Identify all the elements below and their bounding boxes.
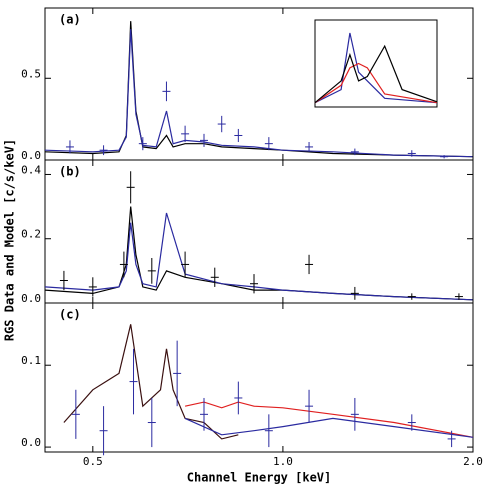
plot-frame: [44, 7, 474, 161]
plot-frame: [314, 19, 438, 108]
model-line: [314, 32, 438, 104]
y-tick-label: 0.1: [21, 354, 41, 367]
model-line: [314, 62, 438, 104]
x-axis-label: Channel Energy [keV]: [187, 471, 332, 485]
y-tick-label: 0.4: [21, 163, 41, 176]
plot-frame: [44, 159, 474, 304]
y-tick-label: 0.0: [21, 292, 41, 305]
panel-label: (a): [59, 13, 81, 27]
model-line: [44, 21, 474, 158]
model-line: [184, 417, 474, 438]
x-tick-label: 1.0: [273, 455, 293, 468]
model-line: [314, 44, 438, 104]
panel-label: (b): [59, 165, 81, 179]
x-tick-label: 2.0: [463, 455, 483, 468]
y-axis-label: RGS Data and Model [c/s/keV]: [3, 139, 17, 341]
panel-label: (c): [59, 308, 81, 322]
y-tick-label: 0.2: [21, 228, 41, 241]
x-tick-label: 0.5: [83, 455, 103, 468]
plot-frame: [44, 302, 474, 453]
y-tick-label: 0.5: [21, 67, 41, 80]
model-line: [44, 29, 474, 158]
y-tick-label: 0.0: [21, 149, 41, 162]
model-line: [44, 206, 474, 301]
model-line: [44, 212, 474, 301]
model-line: [63, 324, 239, 440]
model-line: [184, 401, 474, 438]
y-tick-label: 0.0: [21, 436, 41, 449]
